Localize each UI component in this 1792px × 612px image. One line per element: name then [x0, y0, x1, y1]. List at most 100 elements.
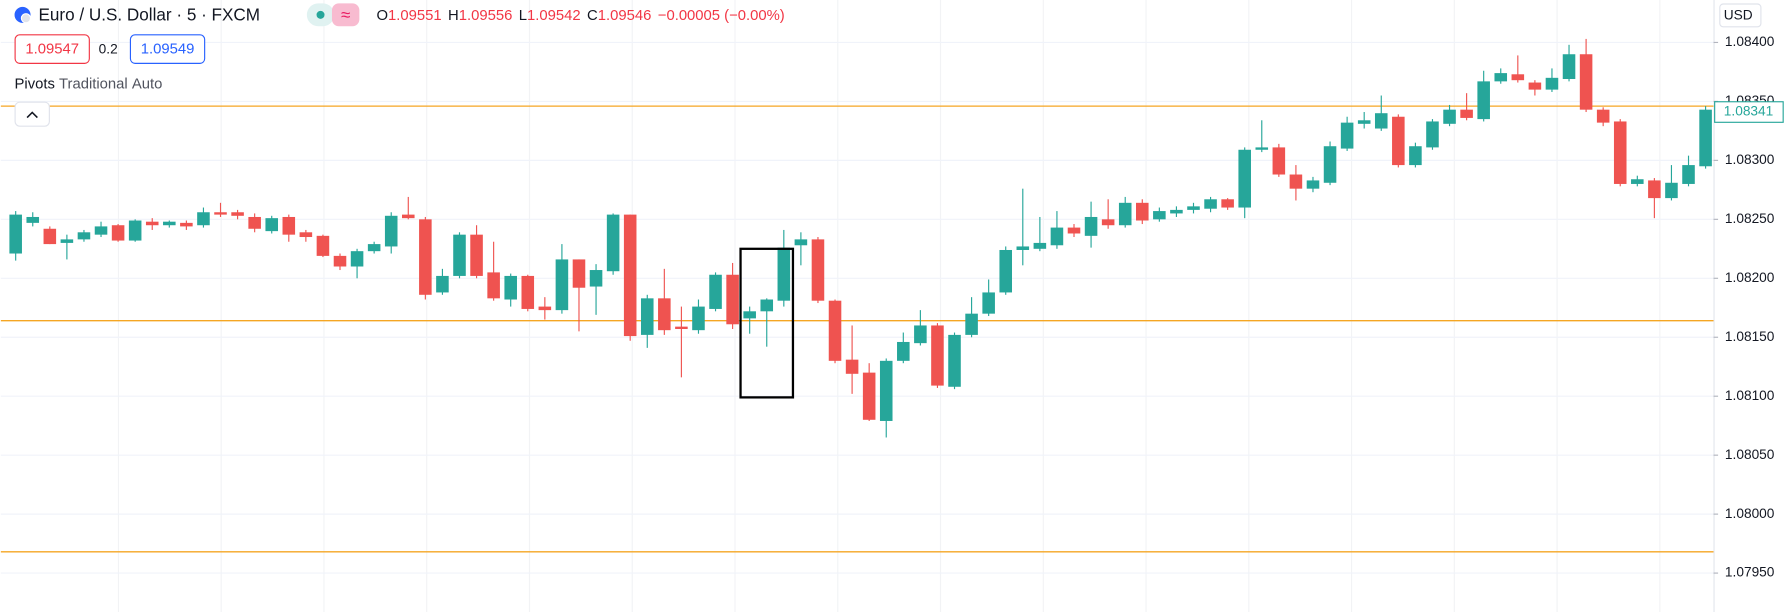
candle-body — [1340, 122, 1354, 149]
candle-body — [1289, 174, 1303, 189]
candle-body — [794, 239, 808, 246]
candle-body — [760, 299, 774, 312]
candle-body — [180, 222, 193, 227]
candle-body — [1187, 206, 1200, 210]
candle-body — [879, 360, 893, 421]
data-status[interactable] — [331, 3, 360, 27]
candle-body — [1033, 242, 1047, 249]
candle-body — [265, 218, 279, 232]
header: Euro / U.S. Dollar · 5 · FXCM ≈ O1.09551… — [14, 3, 785, 127]
candle-body — [1153, 211, 1166, 220]
ohlc-key: H — [448, 8, 459, 24]
y-tick-label: 1.08150 — [1725, 329, 1775, 344]
candle-body — [487, 272, 500, 299]
buy-button[interactable] — [129, 34, 206, 64]
currency: USD — [1724, 8, 1753, 23]
candle-body — [1170, 209, 1183, 214]
candle-body — [914, 325, 927, 344]
candle-body — [948, 334, 961, 387]
collapse-button[interactable] — [14, 101, 50, 127]
symbol-icon — [20, 13, 32, 24]
candle-body — [470, 234, 483, 276]
candle-body — [504, 275, 517, 300]
market-status-dot — [316, 10, 325, 19]
candle-body — [897, 341, 910, 361]
ohlc-value: 1.09542 — [527, 8, 581, 24]
candle-body — [606, 214, 620, 272]
candle-body — [1357, 120, 1371, 124]
last-price-box — [1714, 101, 1784, 123]
symbol[interactable]: Euro / U.S. Dollar · 5 · FXCM — [39, 6, 261, 25]
ohlc: O1.09551 H1.09556 L1.09542 C1.09546 −0.0… — [376, 8, 784, 24]
candle-body — [1545, 77, 1559, 90]
candle-body — [1631, 179, 1644, 184]
candle-body — [1596, 109, 1610, 123]
indicator-name: Pivots — [15, 76, 55, 92]
candle-body — [419, 219, 432, 295]
candle-body — [282, 216, 296, 235]
indicator-legend[interactable]: Pivots Traditional Auto — [15, 76, 163, 92]
collapse-icon — [26, 111, 38, 119]
candle-body — [1699, 109, 1712, 167]
sell-button[interactable] — [14, 34, 90, 64]
candle-body — [77, 232, 91, 240]
candle-body — [692, 306, 705, 331]
candle-body — [572, 259, 586, 288]
ohlc-value: 1.09551 — [388, 8, 442, 24]
candle-body — [1084, 216, 1098, 236]
candle-body — [402, 214, 415, 219]
candle-body — [675, 326, 688, 329]
candle-body — [1443, 109, 1456, 124]
candle-body — [1374, 113, 1388, 129]
candle-body — [1016, 246, 1030, 250]
last-price-label: 1.08341 — [1724, 104, 1773, 119]
candle-body — [1494, 73, 1508, 82]
candle-body — [811, 239, 825, 301]
candle-body — [862, 372, 876, 420]
candle-body — [1136, 202, 1149, 221]
ohlc-value: 1.09546 — [598, 8, 652, 24]
y-tick-label: 1.08100 — [1725, 388, 1775, 403]
data-status-icon: ≈ — [341, 6, 350, 25]
ohlc-value: 1.09556 — [459, 8, 513, 24]
candle-body — [1511, 74, 1525, 81]
candle-body — [1460, 109, 1473, 118]
candle-body — [1272, 147, 1286, 175]
candle-body — [231, 212, 244, 216]
candle-body — [521, 275, 535, 309]
candle-body — [999, 249, 1013, 293]
y-tick-label: 1.08000 — [1725, 506, 1775, 521]
candle-body — [1409, 146, 1422, 166]
candle-body — [128, 220, 142, 241]
candle-body — [589, 270, 603, 287]
candle-body — [777, 247, 791, 301]
candle-body — [350, 251, 364, 267]
candle-body — [726, 274, 739, 325]
candle-body — [1101, 219, 1115, 226]
candle-body — [1648, 180, 1661, 199]
candle-body — [1613, 121, 1627, 184]
candle-body — [316, 235, 330, 256]
candle-body — [1238, 149, 1251, 208]
candle-body — [26, 216, 40, 223]
candle-body — [1426, 121, 1439, 148]
candle-body — [43, 228, 57, 245]
candle-body — [845, 359, 859, 374]
candle-body — [1306, 180, 1320, 189]
candle-body — [709, 274, 722, 309]
candle-body — [436, 275, 449, 293]
ohlc-key: C — [587, 8, 598, 24]
y-tick-label: 1.08200 — [1725, 270, 1775, 285]
currency-button[interactable] — [1719, 3, 1762, 28]
candle-body — [60, 239, 74, 243]
candle-body — [1255, 147, 1269, 150]
candle-body — [1204, 199, 1217, 209]
candle-body — [248, 216, 261, 229]
candle-body — [111, 225, 125, 241]
price-axis-labels: 1.084001.083501.083001.082501.082001.081… — [1713, 34, 1784, 580]
grid — [0, 0, 1714, 612]
candles — [9, 38, 1712, 438]
buy-price: 1.09549 — [141, 42, 195, 58]
candle-body — [555, 259, 569, 311]
